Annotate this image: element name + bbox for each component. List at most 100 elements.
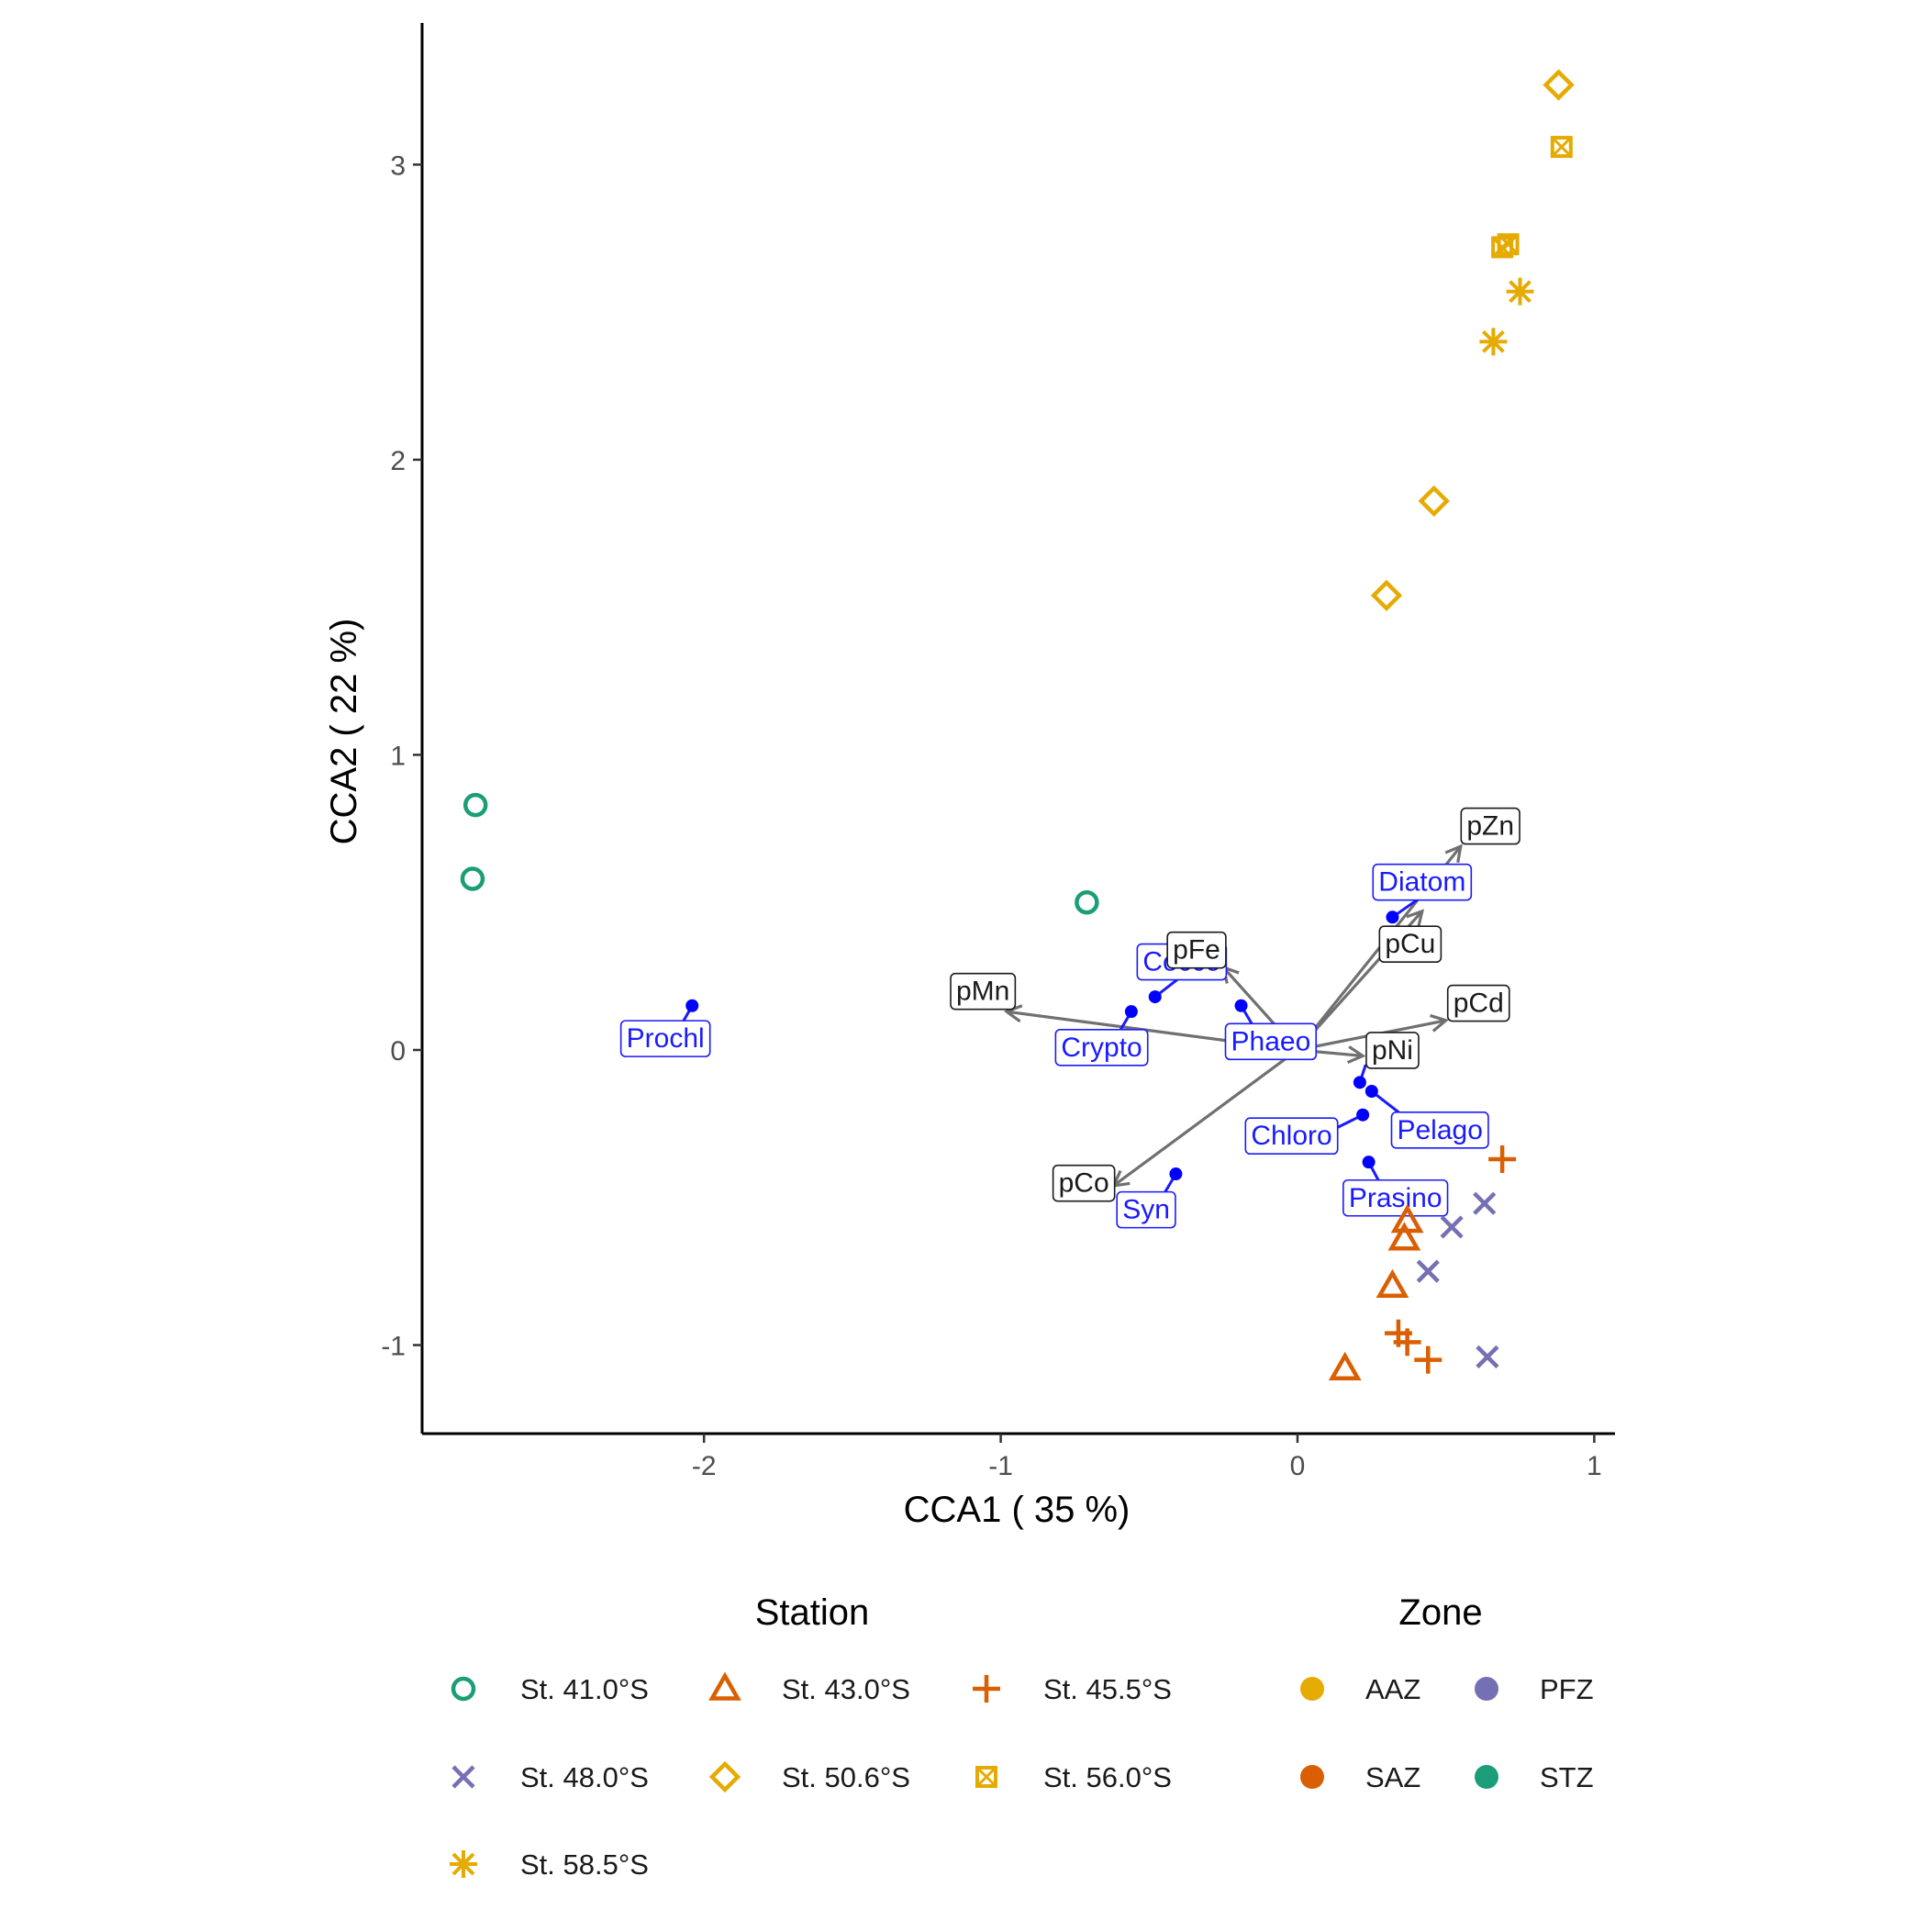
marker-dot: [1475, 1677, 1498, 1701]
zone-legend-label-pfz: PFZ: [1540, 1673, 1594, 1705]
species-label-chloro-box: [1244, 1117, 1339, 1156]
vector-arrowhead-pzn: [1444, 843, 1463, 864]
zone-legend-item-pfz: PFZ: [1475, 1673, 1594, 1705]
y-tick-label-0: -1: [381, 1332, 406, 1362]
station-legend-item-st-56-0-s: St. 56.0°S: [975, 1761, 1172, 1793]
species-label-prasino: Prasino: [1342, 1178, 1449, 1217]
marker-dot: [1300, 1677, 1324, 1701]
species-point-syn: [1169, 1167, 1183, 1181]
vector-label-pmn: pMn: [950, 972, 1017, 1011]
site-point-st-58-5-s-22: [1479, 328, 1508, 356]
zone-legend-item-saz: SAZ: [1300, 1761, 1420, 1793]
species-label-crypto-text: Crypto: [1061, 1033, 1142, 1063]
marker-triangle: [708, 1671, 741, 1701]
station-legend-key-st-58-5-s: [450, 1850, 477, 1878]
site-point-st-41-0-s-2: [1075, 889, 1099, 915]
x-axis-title: CCA1 ( 35 %): [904, 1490, 1131, 1530]
marker-circle: [462, 792, 488, 818]
zone-legend-key-aaz: [1300, 1677, 1324, 1701]
site-point-st-41-0-s-1: [460, 866, 485, 891]
vector-label-pzn-box: [1460, 807, 1520, 845]
site-point-st-45-5-s-9: [1393, 1328, 1421, 1357]
station-legend-item-st-45-5-s: St. 45.5°S: [973, 1673, 1172, 1705]
vector-label-pcd-box: [1446, 984, 1510, 1022]
species-point-diatom: [1386, 910, 1399, 924]
site-point-st-56-0-s-18: [1550, 136, 1573, 159]
station-legend-key-st-43-0-s: [708, 1671, 741, 1701]
vector-arrowhead-pmn: [1003, 1004, 1023, 1023]
species-point-pelago: [1364, 1085, 1378, 1099]
species-label-crypto-box: [1054, 1028, 1149, 1067]
species-label-syn-box: [1116, 1190, 1176, 1229]
marker-square-x-b: [975, 1766, 997, 1788]
legend: Station Zone St. 41.0°S St. 43.0°S St. 45.…: [450, 1592, 1594, 1881]
marker-diamond: [1543, 69, 1575, 101]
marker-triangle: [1328, 1351, 1362, 1381]
site-point-st-56-0-s-20: [1497, 233, 1520, 256]
station-legend-key-st-41-0-s: [451, 1676, 476, 1702]
vector-label-pcu-text: pCu: [1385, 929, 1435, 959]
marker-square-x-b: [1492, 237, 1513, 258]
site-point-st-50-6-s-16: [1418, 485, 1450, 518]
vector-label-pcd-text: pCd: [1454, 988, 1504, 1019]
marker-asterisk-b: [1509, 280, 1532, 304]
marker-dot: [1300, 1765, 1324, 1789]
species-label-chloro-text: Chloro: [1251, 1121, 1331, 1151]
vector-arrowhead-pcu: [1406, 909, 1425, 928]
species-point-prasino: [1362, 1156, 1376, 1169]
site-point-st-48-0-s-12: [1440, 1215, 1464, 1239]
station-legend-key-st-45-5-s: [973, 1675, 1000, 1703]
x-tick-label-3: 1: [1587, 1451, 1602, 1481]
zone-legend-key-saz: [1300, 1765, 1324, 1789]
species-label-pelago-box: [1390, 1111, 1489, 1149]
marker-cross-b: [1476, 1345, 1499, 1368]
marker-cross-b: [1473, 1191, 1497, 1215]
site-point-st-41-0-s-0: [462, 792, 488, 818]
species-label-prochl-box: [619, 1020, 711, 1057]
species-point-prochl: [685, 999, 699, 1012]
species-label-chloro: Chloro: [1244, 1117, 1339, 1156]
marker-diamond: [1370, 579, 1403, 611]
marker-circle: [1075, 889, 1099, 915]
site-point-st-48-0-s-14: [1476, 1345, 1499, 1368]
marker-asterisk-b: [451, 1852, 475, 1876]
vector-label-pni-box: [1365, 1032, 1420, 1069]
vector-label-pco-text: pCo: [1059, 1168, 1109, 1199]
station-legend-title: Station: [755, 1592, 870, 1633]
marker-dot: [1475, 1765, 1498, 1789]
vector-label-pco-box: [1052, 1164, 1116, 1202]
species-label-prochl: Prochl: [619, 1020, 711, 1057]
zone-legend-label-saz: SAZ: [1365, 1761, 1420, 1793]
vector-label-pcu-box: [1378, 925, 1442, 964]
x-tick-label-1: -1: [988, 1451, 1013, 1481]
station-legend-label-st-43-0-s: St. 43.0°S: [782, 1673, 910, 1705]
site-point-st-58-5-s-21: [1506, 277, 1534, 306]
site-point-st-48-0-s-13: [1416, 1259, 1440, 1283]
marker-asterisk-b: [1481, 329, 1505, 353]
x-tick-label-2: 0: [1290, 1451, 1306, 1481]
site-point-st-50-6-s-15: [1543, 69, 1575, 101]
marker-cross-b: [451, 1765, 475, 1789]
y-tick-label-1: 0: [390, 1036, 406, 1067]
vector-arrow-pco: [1112, 1048, 1298, 1188]
species-point-cocco: [1148, 990, 1162, 1004]
species-label-syn: Syn: [1116, 1190, 1176, 1229]
zone-legend-item-stz: STZ: [1475, 1761, 1594, 1793]
marker-square-x-b: [1498, 234, 1519, 255]
y-tick-label-3: 2: [390, 446, 406, 476]
zone-legend-label-stz: STZ: [1540, 1761, 1594, 1793]
site-point-st-50-6-s-17: [1370, 579, 1403, 611]
vector-arrowhead-pcd: [1430, 1013, 1449, 1033]
y-axis-title: CCA2 ( 22 %): [324, 619, 364, 845]
site-point-st-45-5-s-7: [1488, 1145, 1517, 1173]
station-legend-label-st-45-5-s: St. 45.5°S: [1043, 1673, 1172, 1705]
site-point-st-43-0-s-5: [1376, 1268, 1409, 1298]
vector-label-pzn-text: pZn: [1466, 811, 1514, 842]
marker-square: [1550, 136, 1573, 159]
species-label-phaeo-text: Phaeo: [1231, 1026, 1311, 1056]
species-label-pelago: Pelago: [1390, 1111, 1489, 1149]
site-point-st-48-0-s-11: [1473, 1191, 1497, 1215]
species-label-pelago-text: Pelago: [1397, 1115, 1482, 1145]
